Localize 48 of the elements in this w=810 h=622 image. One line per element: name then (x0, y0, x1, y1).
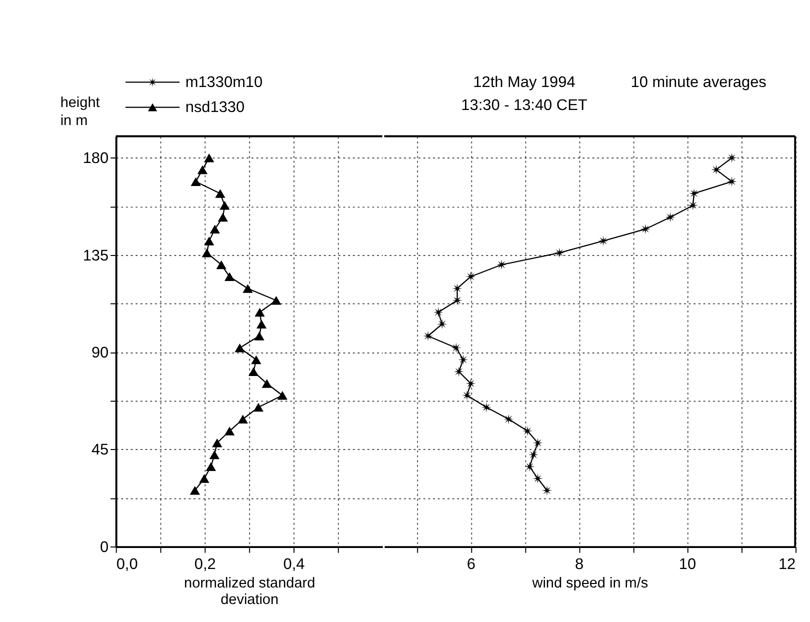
point (422, 330, 434, 342)
point (466, 378, 476, 389)
point (542, 485, 552, 496)
x-tick-label: 0,2 (194, 556, 216, 574)
x-tick-label: 0,0 (116, 556, 138, 574)
point (688, 188, 700, 199)
point (462, 390, 472, 400)
point (466, 272, 476, 282)
point (522, 426, 533, 436)
x-tick-label: 8 (575, 556, 584, 574)
point (554, 248, 564, 258)
point (496, 260, 507, 270)
point (504, 414, 514, 424)
point (454, 366, 464, 377)
chart-title: 12th May 1994 (473, 74, 576, 91)
point (711, 164, 722, 175)
x-tick-label: 6 (466, 556, 476, 574)
point (688, 200, 698, 210)
y-tick-label: 180 (82, 150, 109, 168)
y-tick-label: 45 (91, 442, 109, 459)
x-tick-label: 10 (678, 556, 696, 574)
legend-label: nsd1330 (185, 99, 245, 116)
point (665, 212, 676, 222)
point (437, 319, 448, 330)
point (640, 224, 650, 234)
x-tick-label: 0,4 (283, 556, 306, 574)
point (532, 438, 543, 448)
point (598, 236, 608, 246)
x-axis-title: normalized standard deviation (184, 576, 316, 608)
x-axis-title: wind speed in m/s (531, 576, 648, 592)
text: 10 minute averages (630, 74, 767, 91)
point (433, 307, 444, 318)
y-axis-title: height in m (60, 94, 100, 130)
legend-label: m1330m10 (185, 74, 263, 91)
chart-subtitle: 13:30 - 13:40 CET (461, 97, 588, 114)
point (481, 402, 492, 412)
point (528, 450, 539, 460)
point (451, 342, 462, 353)
point (452, 295, 462, 306)
point (726, 152, 737, 163)
x-tick-label: 12 (778, 556, 796, 574)
point (524, 462, 535, 472)
y-tick-label: 0 (100, 538, 109, 556)
point (532, 473, 543, 484)
y-tick-label: 90 (91, 344, 109, 362)
point (726, 176, 737, 187)
point (458, 354, 468, 365)
y-tick-label: 135 (82, 247, 109, 264)
